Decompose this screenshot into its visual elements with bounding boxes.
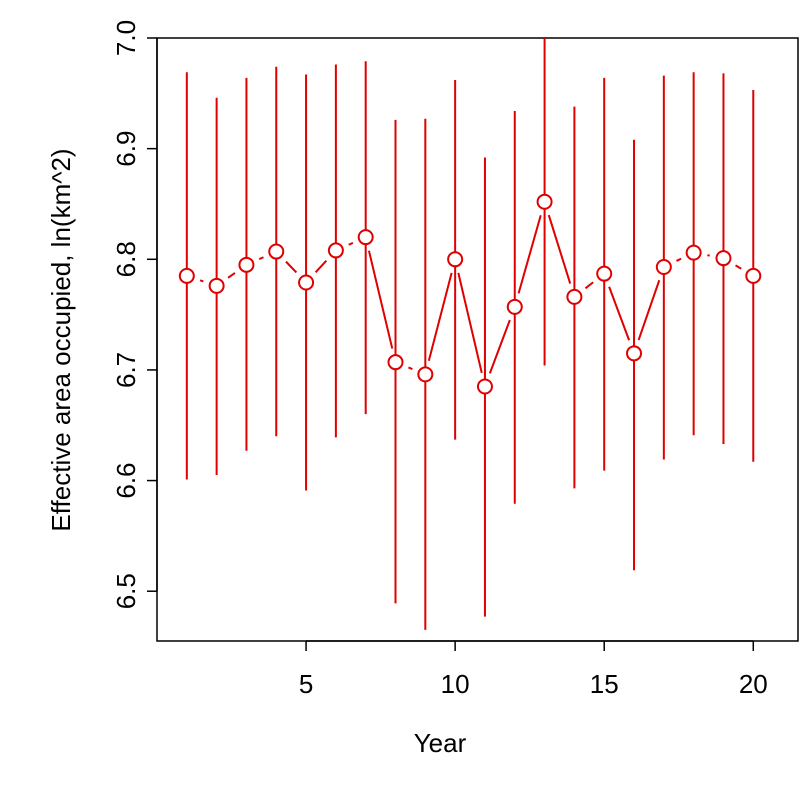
error-bars [185,38,755,630]
x-axis-label: Year [414,728,467,758]
connector-segment [457,272,483,374]
x-axis: 5 10 15 20 [299,640,768,699]
data-point [208,277,225,294]
connector-segment [584,281,594,290]
connector-segment [488,319,511,374]
x-tick-label: 15 [590,669,619,699]
data-point [268,243,285,260]
data-point [685,244,702,261]
connector-segment [227,272,236,279]
connector-segment [637,279,661,341]
connector-lines [199,214,742,374]
data-point [327,242,344,259]
y-tick-label: 6.6 [111,462,141,498]
connector-segment [427,272,453,362]
data-points [178,193,762,395]
data-point [298,274,315,291]
y-tick-label: 7.0 [111,20,141,56]
data-point [417,366,434,383]
y-axis-label: Effective area occupied, ln(km^2) [46,148,76,531]
x-tick-label: 10 [441,669,470,699]
connector-segment [314,260,328,273]
data-point [357,229,374,246]
y-tick-label: 6.9 [111,131,141,167]
data-point [447,251,464,268]
connector-segment [408,366,413,370]
plot-frame [156,37,799,642]
connector-segment [676,257,682,262]
data-point [506,298,523,315]
connector-segment [517,214,542,294]
connector-segment [199,279,204,283]
data-point [655,259,672,276]
connector-segment [348,241,354,246]
data-point [238,256,255,273]
x-tick-label: 5 [299,669,313,699]
connector-segment [608,286,631,341]
data-point [745,267,762,284]
connector-segment [258,256,264,261]
y-axis: 6.5 6.6 6.7 6.8 6.9 7.0 [111,20,158,609]
data-point [536,193,553,210]
data-point [715,250,732,267]
data-point [626,345,643,362]
connector-segment [367,250,394,349]
data-point [596,265,613,282]
data-point [476,378,493,395]
connector-segment [547,214,572,284]
connector-segment [734,264,742,270]
data-point [178,267,195,284]
x-tick-label: 20 [739,669,768,699]
data-point [387,354,404,371]
y-tick-label: 6.7 [111,352,141,388]
data-point [566,288,583,305]
connector-segment [285,260,298,274]
y-tick-label: 6.5 [111,573,141,609]
y-tick-label: 6.8 [111,241,141,277]
